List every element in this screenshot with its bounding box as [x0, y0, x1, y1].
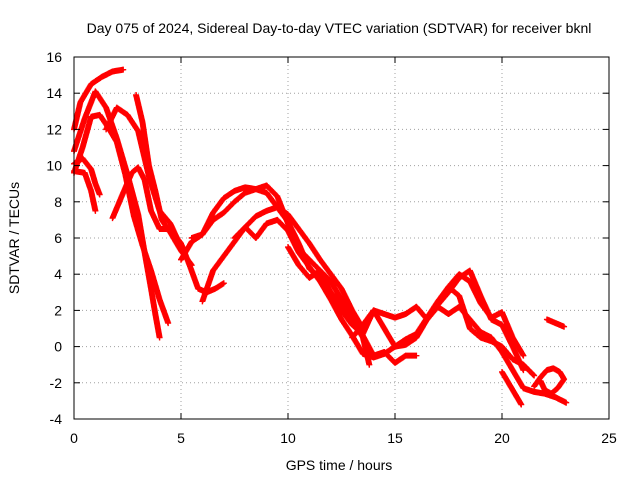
series-markers [531, 365, 568, 397]
data-layer [71, 66, 570, 408]
tick-layer: 0 5 10 15 20 25 -4 -2 0 2 4 6 8 10 12 14 16 [46, 49, 617, 446]
y-tick-label: 12 [46, 121, 62, 137]
y-tick-label: 0 [54, 339, 62, 355]
series-markers [499, 368, 525, 408]
data-series-track-p [499, 368, 525, 408]
x-tick-label: 5 [177, 430, 185, 446]
x-tick-label: 20 [494, 430, 510, 446]
data-series-track-q [531, 365, 568, 397]
grid-layer [74, 57, 609, 419]
y-tick-label: 4 [54, 266, 62, 282]
x-tick-label: 10 [280, 430, 296, 446]
y-tick-label: 6 [54, 230, 62, 246]
series-markers [445, 271, 527, 359]
y-tick-label: 10 [46, 158, 62, 174]
y-tick-label: -2 [50, 375, 63, 391]
data-series-track-o [445, 271, 527, 359]
series-markers [543, 316, 568, 330]
x-axis-label: GPS time / hours [286, 457, 393, 473]
data-series-track-j [178, 186, 366, 332]
x-tick-label: 0 [70, 430, 78, 446]
chart-title: Day 075 of 2024, Sidereal Day-to-day VTE… [87, 20, 592, 36]
data-series-track-r [543, 316, 568, 330]
y-tick-label: 8 [54, 194, 62, 210]
y-axis-label: SDTVAR / TECUs [6, 182, 22, 294]
x-tick-label: 15 [387, 430, 403, 446]
y-tick-label: 16 [46, 49, 62, 65]
y-tick-label: 2 [54, 302, 62, 318]
x-tick-label: 25 [601, 430, 617, 446]
y-tick-label: 14 [46, 85, 62, 101]
series-markers [178, 186, 366, 332]
y-tick-label: -4 [50, 411, 63, 427]
